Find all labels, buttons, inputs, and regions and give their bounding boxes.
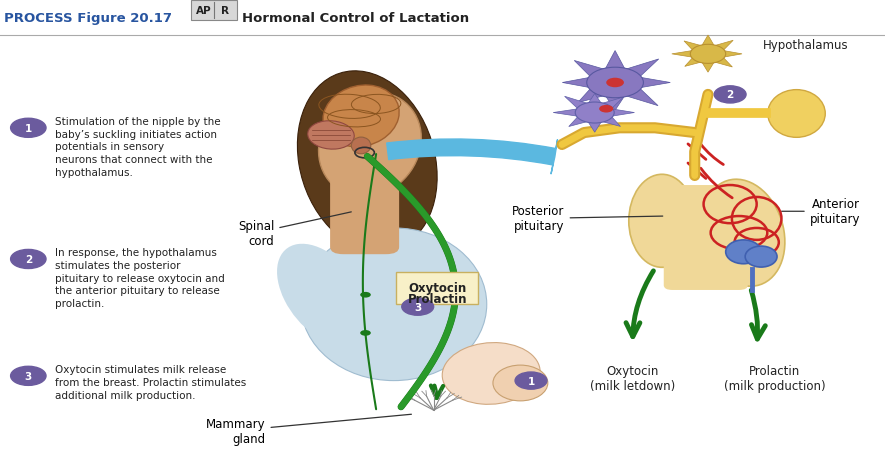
Polygon shape xyxy=(621,87,658,107)
Polygon shape xyxy=(562,77,596,89)
Polygon shape xyxy=(565,97,590,111)
Polygon shape xyxy=(635,77,670,89)
Circle shape xyxy=(599,106,613,113)
FancyBboxPatch shape xyxy=(330,155,399,255)
Text: Posterior
pituitary: Posterior pituitary xyxy=(512,205,663,233)
Polygon shape xyxy=(553,109,581,118)
Circle shape xyxy=(360,292,371,298)
Text: Prolactin: Prolactin xyxy=(407,292,467,305)
Circle shape xyxy=(515,372,547,389)
Polygon shape xyxy=(599,116,620,127)
Polygon shape xyxy=(569,116,590,127)
Polygon shape xyxy=(608,109,635,118)
Ellipse shape xyxy=(767,90,826,138)
Text: Mammary
gland: Mammary gland xyxy=(206,415,412,445)
Ellipse shape xyxy=(323,86,399,148)
Ellipse shape xyxy=(702,180,785,287)
Text: 3: 3 xyxy=(414,302,421,312)
Ellipse shape xyxy=(442,343,540,405)
Text: R: R xyxy=(220,6,229,16)
Text: PROCESS Figure 20.17: PROCESS Figure 20.17 xyxy=(4,12,173,25)
Ellipse shape xyxy=(628,175,696,268)
Text: 3: 3 xyxy=(25,371,32,381)
Text: In response, the hypothalamus
stimulates the posterior
pituitary to release oxyt: In response, the hypothalamus stimulates… xyxy=(55,248,225,308)
Text: Prolactin
(milk production): Prolactin (milk production) xyxy=(724,364,825,392)
Polygon shape xyxy=(712,57,733,68)
FancyBboxPatch shape xyxy=(396,272,478,305)
Ellipse shape xyxy=(301,228,487,381)
Circle shape xyxy=(11,250,46,269)
Polygon shape xyxy=(672,51,696,59)
Polygon shape xyxy=(587,94,603,106)
Text: 2: 2 xyxy=(727,90,734,100)
Ellipse shape xyxy=(493,366,548,401)
Text: Oxytocin stimulates milk release
from the breast. Prolactin stimulates
additiona: Oxytocin stimulates milk release from th… xyxy=(55,364,246,400)
Polygon shape xyxy=(621,60,658,80)
Polygon shape xyxy=(701,36,715,48)
FancyBboxPatch shape xyxy=(664,186,748,290)
Circle shape xyxy=(402,298,434,316)
Text: Anterior
pituitary: Anterior pituitary xyxy=(781,198,860,226)
Polygon shape xyxy=(578,87,609,103)
Circle shape xyxy=(575,103,614,124)
Text: Stimulation of the nipple by the
baby’s suckling initiates action
potentials in : Stimulation of the nipple by the baby’s … xyxy=(55,117,220,178)
Polygon shape xyxy=(701,61,715,73)
Circle shape xyxy=(11,119,46,138)
Polygon shape xyxy=(720,51,742,59)
Ellipse shape xyxy=(745,247,777,268)
Polygon shape xyxy=(685,57,704,67)
Text: Hormonal Control of Lactation: Hormonal Control of Lactation xyxy=(242,12,469,25)
Polygon shape xyxy=(599,98,623,111)
Circle shape xyxy=(587,68,643,99)
Text: 2: 2 xyxy=(25,255,32,264)
Polygon shape xyxy=(604,94,627,111)
Text: 1: 1 xyxy=(25,124,32,133)
Ellipse shape xyxy=(308,121,354,150)
Text: Oxytocin
(milk letdown): Oxytocin (milk letdown) xyxy=(590,364,675,392)
Text: Spinal
cord: Spinal cord xyxy=(238,212,351,247)
Circle shape xyxy=(606,79,624,88)
Ellipse shape xyxy=(726,240,761,264)
Ellipse shape xyxy=(297,72,437,252)
Polygon shape xyxy=(604,51,627,73)
Polygon shape xyxy=(587,120,603,133)
Circle shape xyxy=(360,330,371,336)
Polygon shape xyxy=(712,41,733,53)
Text: Hypothalamus: Hypothalamus xyxy=(763,39,849,52)
Text: AP: AP xyxy=(196,6,212,16)
Polygon shape xyxy=(684,42,704,53)
Ellipse shape xyxy=(319,93,421,198)
Ellipse shape xyxy=(351,138,371,155)
Polygon shape xyxy=(574,61,609,80)
Circle shape xyxy=(714,87,746,104)
Text: Oxytocin: Oxytocin xyxy=(408,282,466,295)
Circle shape xyxy=(690,45,726,64)
Ellipse shape xyxy=(277,244,369,346)
Circle shape xyxy=(11,367,46,386)
FancyBboxPatch shape xyxy=(191,1,237,21)
Text: 1: 1 xyxy=(527,376,535,386)
